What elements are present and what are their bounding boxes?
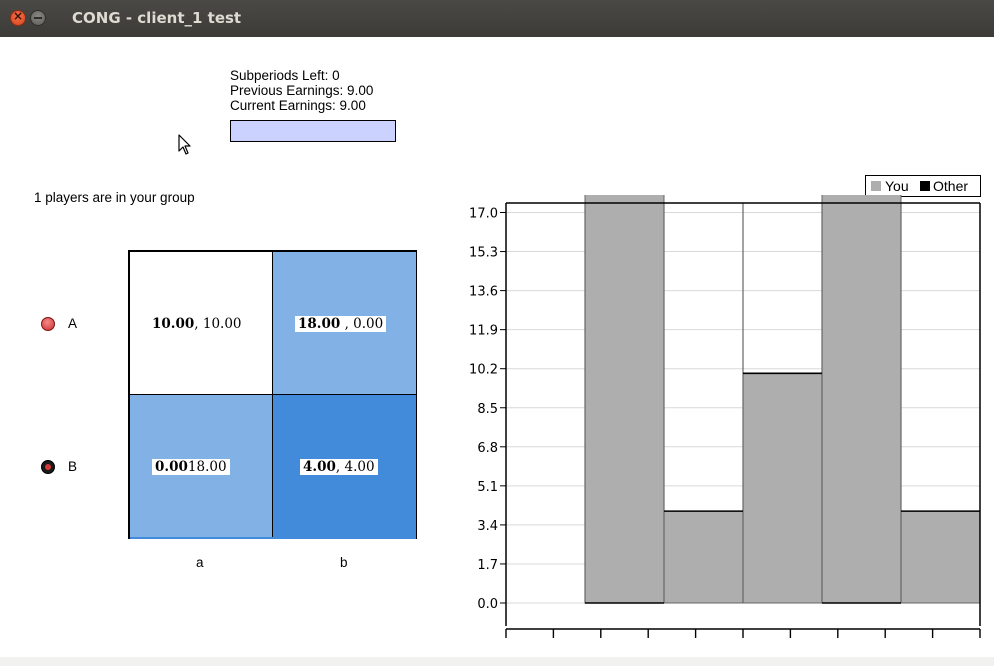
y-tick-label: 17.0 xyxy=(469,207,498,222)
payoff-matrix: 10.00, 10.00 18.00 , 0.00 0.0018.00 4.00… xyxy=(128,250,417,539)
current-earnings: Current Earnings: 9.00 xyxy=(230,98,366,113)
payoff-label: 0.0018.00 xyxy=(152,459,230,475)
status-panel: Subperiods Left: 0 Previous Earnings: 9.… xyxy=(230,68,373,113)
close-button[interactable]: × xyxy=(10,9,26,26)
legend-swatch-other xyxy=(920,181,930,191)
payoff-cell-b-a[interactable]: 0.0018.00 xyxy=(130,395,273,538)
payoff-cell-a-b[interactable]: 18.00 , 0.00 xyxy=(273,252,416,395)
legend-label-other: Other xyxy=(933,178,969,194)
y-tick-label: 8.5 xyxy=(477,402,498,417)
chart-legend: You Other xyxy=(865,175,981,197)
subperiod-progress-bar xyxy=(230,120,396,142)
y-tick-label: 3.4 xyxy=(477,519,498,534)
window-title: CONG - client_1 test xyxy=(72,9,242,27)
bar-you xyxy=(584,195,665,604)
row-label-a: A xyxy=(68,316,78,331)
payoff-label: 4.00, 4.00 xyxy=(300,459,378,475)
bar-you xyxy=(663,510,744,604)
subperiods-left: Subperiods Left: 0 xyxy=(230,68,340,83)
y-tick-label: 15.3 xyxy=(469,246,498,261)
payoff-label: 10.00, 10.00 xyxy=(152,316,242,332)
group-info: 1 players are in your group xyxy=(34,190,195,205)
bar-you xyxy=(742,372,823,604)
mouse-cursor-icon xyxy=(178,134,191,155)
y-tick-label: 1.7 xyxy=(477,558,498,573)
bar-you xyxy=(821,195,902,604)
window-left-edge xyxy=(0,37,10,657)
payoff-cell-b-b[interactable]: 4.00, 4.00 xyxy=(273,395,416,538)
radio-row-a[interactable] xyxy=(41,317,55,331)
legend-label-you: You xyxy=(885,178,909,194)
payoff-label: 18.00 , 0.00 xyxy=(295,316,387,332)
y-tick-label: 5.1 xyxy=(477,480,498,495)
column-label-a: a xyxy=(196,555,204,570)
payoff-cell-a-a[interactable]: 10.00, 10.00 xyxy=(130,252,273,395)
matrix-underline xyxy=(130,537,416,539)
minimize-button[interactable] xyxy=(30,10,46,26)
y-tick-label: 13.6 xyxy=(469,285,498,300)
y-tick-label: 0.0 xyxy=(477,597,498,612)
y-tick-label: 6.8 xyxy=(477,441,498,456)
window-bottom-strip xyxy=(0,657,994,666)
y-tick-label: 10.2 xyxy=(469,363,498,378)
bar-you xyxy=(900,510,981,604)
column-label-b: b xyxy=(340,555,348,570)
title-bar: × CONG - client_1 test xyxy=(0,0,994,37)
earnings-history-chart: 0.0 1.7 3.4 5.1 6.8 8.5 10.2 11.9 13.6 15.3 17.0 xyxy=(469,195,981,638)
radio-row-b[interactable] xyxy=(41,460,55,474)
previous-earnings: Previous Earnings: 9.00 xyxy=(230,83,374,98)
minimize-icon xyxy=(34,17,42,19)
row-label-b: B xyxy=(68,459,78,474)
legend-swatch-you xyxy=(871,181,881,191)
y-tick-label: 11.9 xyxy=(469,324,498,339)
close-icon: × xyxy=(12,9,24,23)
